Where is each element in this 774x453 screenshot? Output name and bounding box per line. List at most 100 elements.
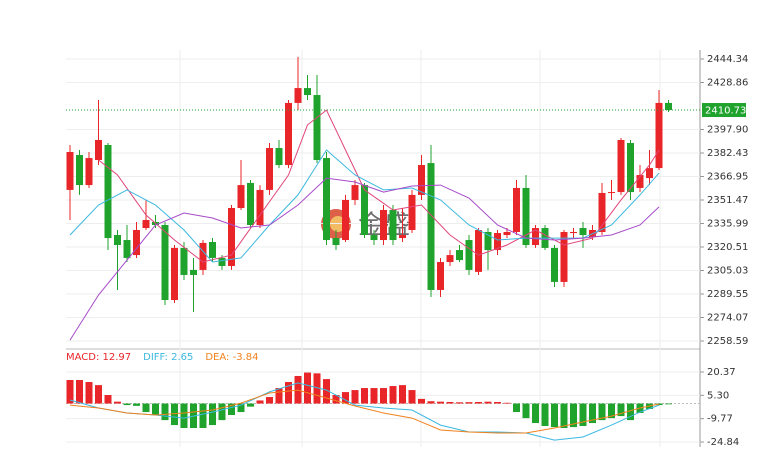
macd-bar [522, 403, 530, 419]
candle-body [199, 242, 207, 270]
macd-bar [266, 397, 273, 404]
candle-body [247, 182, 254, 225]
indicator-line [69, 389, 660, 434]
candle-body [304, 88, 311, 96]
candle-body [190, 269, 197, 275]
candle-body [361, 185, 368, 236]
macd-bar [503, 402, 511, 404]
candle-body [256, 189, 264, 225]
macd-bar [570, 403, 577, 428]
macd-bar [66, 380, 74, 404]
macd-bar [104, 395, 112, 404]
candle-body [294, 88, 302, 103]
macd-bar [494, 401, 501, 404]
macd-bar [304, 372, 311, 404]
macd-bar [142, 403, 150, 413]
candle-body [494, 233, 501, 251]
candle-body [608, 192, 615, 194]
candle-body [171, 247, 178, 300]
macd-bar [589, 403, 596, 424]
candle-body [598, 192, 606, 232]
macd-bar [541, 403, 549, 426]
macd-bar [627, 403, 634, 421]
macd-bar [285, 382, 292, 404]
macd-bar [256, 400, 264, 404]
candle-body [380, 209, 387, 241]
candle-body [123, 240, 131, 258]
macd-bar [161, 403, 169, 421]
macd-bar [114, 401, 121, 404]
macd-bar [427, 401, 435, 404]
candle-body [560, 231, 568, 282]
candle-body [408, 194, 416, 231]
y-tick-label: 2335.99 [707, 218, 748, 229]
macd-bar [342, 392, 349, 404]
macd-bar [408, 390, 416, 404]
candle-body [646, 168, 653, 179]
macd-bar [199, 403, 207, 429]
indicator-line [69, 382, 660, 441]
macd-bar [418, 398, 425, 404]
macd-bar [85, 382, 93, 404]
candle-body [522, 187, 530, 246]
candle-body [332, 238, 340, 246]
candle-body [636, 175, 644, 188]
y-tick-label: 5.30 [707, 390, 729, 401]
candle-body [503, 231, 511, 236]
macd-bar [180, 403, 188, 429]
indicator-line [69, 149, 660, 263]
macd-bar [456, 402, 463, 404]
candle-body [456, 250, 463, 261]
macd-bar [389, 386, 397, 404]
macd-bar [95, 385, 102, 404]
y-tick-label: -9.77 [707, 414, 733, 425]
macd-bar [551, 403, 558, 428]
y-tick-label: 20.37 [707, 367, 736, 378]
macd-bar [617, 403, 625, 417]
legend-label: DEA: -3.84 [205, 352, 258, 363]
macd-bar [133, 403, 140, 406]
macd-bar [247, 403, 254, 407]
last-price-label: 2410.73 [705, 106, 746, 117]
candle-body [465, 240, 473, 270]
legend-label: MACD: 12.97 [66, 352, 131, 363]
macd-bar [665, 403, 672, 405]
candle-body [313, 95, 321, 161]
candle-body [484, 231, 492, 251]
candle-body [104, 144, 112, 239]
candle-body [85, 158, 93, 186]
macd-bar [608, 403, 615, 419]
candle-body [665, 102, 672, 111]
candle-body [237, 185, 245, 208]
macd-bar [560, 403, 568, 429]
macd-bar [76, 380, 83, 404]
macd-bar [465, 402, 473, 404]
candle-body [351, 185, 359, 200]
macd-bar [399, 385, 406, 404]
y-tick-label: 2444.34 [707, 54, 748, 65]
last-price-box [702, 103, 746, 118]
candle-body [437, 262, 444, 290]
y-tick-label: 2428.86 [707, 78, 748, 89]
macd-bar [313, 373, 321, 404]
y-tick-label: 2382.43 [707, 148, 748, 159]
indicator-line [98, 109, 660, 263]
macd-bar [209, 403, 216, 426]
macd-bar [323, 379, 330, 404]
y-tick-label: 2274.07 [707, 312, 748, 323]
candle-body [399, 235, 406, 239]
candle-body [275, 148, 283, 166]
candle-body [323, 158, 330, 241]
candle-body [655, 102, 663, 169]
candle-body [228, 207, 235, 266]
candle-body [418, 165, 425, 195]
candle-body [95, 139, 102, 161]
legend-label: DIFF: 2.65 [143, 352, 193, 363]
macd-bar [380, 388, 387, 404]
macd-bar [351, 390, 359, 404]
candle-body [342, 199, 349, 241]
macd-bar [579, 403, 587, 426]
macd-bar [171, 403, 178, 426]
macd-bar [275, 388, 283, 404]
candle-body [475, 230, 482, 272]
